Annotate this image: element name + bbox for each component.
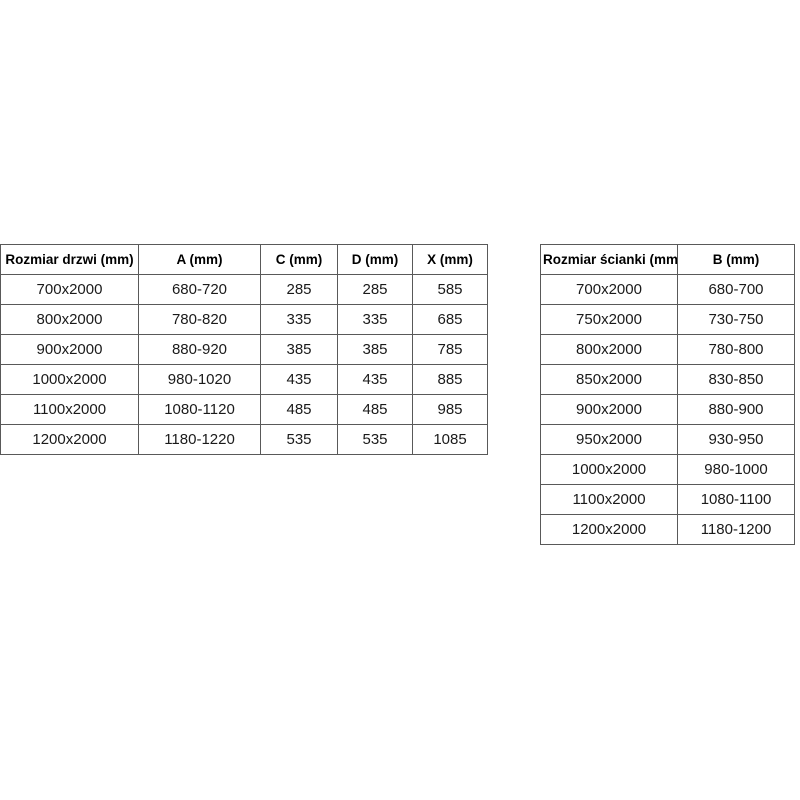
column-header: A (mm)	[138, 244, 261, 275]
table-cell: 485	[260, 394, 338, 425]
table-cell: 1080-1120	[138, 394, 261, 425]
table-cell: 1200x2000	[0, 424, 139, 455]
table-cell: 800x2000	[540, 334, 678, 365]
table-cell: 830-850	[677, 364, 795, 395]
table-cell: 1085	[412, 424, 488, 455]
table-cell: 785	[412, 334, 488, 365]
column-header: Rozmiar drzwi (mm)	[0, 244, 139, 275]
header-row: Rozmiar ścianki (mm) B (mm)	[540, 244, 795, 275]
table-row: 900x2000 880-920 385 385 785	[0, 334, 488, 365]
table-row: 750x2000 730-750	[540, 304, 795, 335]
table-cell: 900x2000	[540, 394, 678, 425]
table-cell: 385	[260, 334, 338, 365]
table-cell: 880-920	[138, 334, 261, 365]
table-cell: 680-720	[138, 274, 261, 305]
table-cell: 435	[337, 364, 413, 395]
table-cell: 780-800	[677, 334, 795, 365]
column-header: X (mm)	[412, 244, 488, 275]
table-row: 800x2000 780-820 335 335 685	[0, 304, 488, 335]
wall-sizes-table: Rozmiar ścianki (mm) B (mm) 700x2000 680-70…	[540, 244, 795, 545]
table-row: 1000x2000 980-1020 435 435 885	[0, 364, 488, 395]
table-row: 800x2000 780-800	[540, 334, 795, 365]
table-cell: 1200x2000	[540, 514, 678, 545]
table-cell: 285	[260, 274, 338, 305]
door-sizes-table: Rozmiar drzwi (mm) A (mm) C (mm) D (mm) X (m…	[0, 244, 488, 455]
table-cell: 585	[412, 274, 488, 305]
table-row: 1100x2000 1080-1120 485 485 985	[0, 394, 488, 425]
table-cell: 750x2000	[540, 304, 678, 335]
table-row: 1000x2000 980-1000	[540, 454, 795, 485]
table-cell: 685	[412, 304, 488, 335]
table-row: 900x2000 880-900	[540, 394, 795, 425]
table-cell: 1100x2000	[0, 394, 139, 425]
table-cell: 485	[337, 394, 413, 425]
table-cell: 680-700	[677, 274, 795, 305]
table-cell: 885	[412, 364, 488, 395]
table-cell: 700x2000	[540, 274, 678, 305]
table-cell: 1100x2000	[540, 484, 678, 515]
table-cell: 335	[337, 304, 413, 335]
table-cell: 385	[337, 334, 413, 365]
table-cell: 700x2000	[0, 274, 139, 305]
table-cell: 930-950	[677, 424, 795, 455]
table-row: 950x2000 930-950	[540, 424, 795, 455]
table-row: 1100x2000 1080-1100	[540, 484, 795, 515]
table-cell: 1000x2000	[0, 364, 139, 395]
table-cell: 335	[260, 304, 338, 335]
table-cell: 1080-1100	[677, 484, 795, 515]
header-row: Rozmiar drzwi (mm) A (mm) C (mm) D (mm) X (m…	[0, 244, 488, 275]
column-header: Rozmiar ścianki (mm)	[540, 244, 678, 275]
table-cell: 285	[337, 274, 413, 305]
table-cell: 535	[260, 424, 338, 455]
table-row: 700x2000 680-720 285 285 585	[0, 274, 488, 305]
table-cell: 980-1020	[138, 364, 261, 395]
table-cell: 780-820	[138, 304, 261, 335]
table-cell: 730-750	[677, 304, 795, 335]
table-cell: 950x2000	[540, 424, 678, 455]
table-cell: 900x2000	[0, 334, 139, 365]
table-cell: 980-1000	[677, 454, 795, 485]
table-row: 1200x2000 1180-1200	[540, 514, 795, 545]
table-cell: 1000x2000	[540, 454, 678, 485]
table-row: 850x2000 830-850	[540, 364, 795, 395]
table-row: 1200x2000 1180-1220 535 535 1085	[0, 424, 488, 455]
table-row: 700x2000 680-700	[540, 274, 795, 305]
column-header: B (mm)	[677, 244, 795, 275]
table-cell: 535	[337, 424, 413, 455]
table-cell: 800x2000	[0, 304, 139, 335]
table-cell: 985	[412, 394, 488, 425]
table-cell: 435	[260, 364, 338, 395]
table-cell: 1180-1220	[138, 424, 261, 455]
table-cell: 850x2000	[540, 364, 678, 395]
table-cell: 880-900	[677, 394, 795, 425]
column-header: D (mm)	[337, 244, 413, 275]
column-header: C (mm)	[260, 244, 338, 275]
table-cell: 1180-1200	[677, 514, 795, 545]
